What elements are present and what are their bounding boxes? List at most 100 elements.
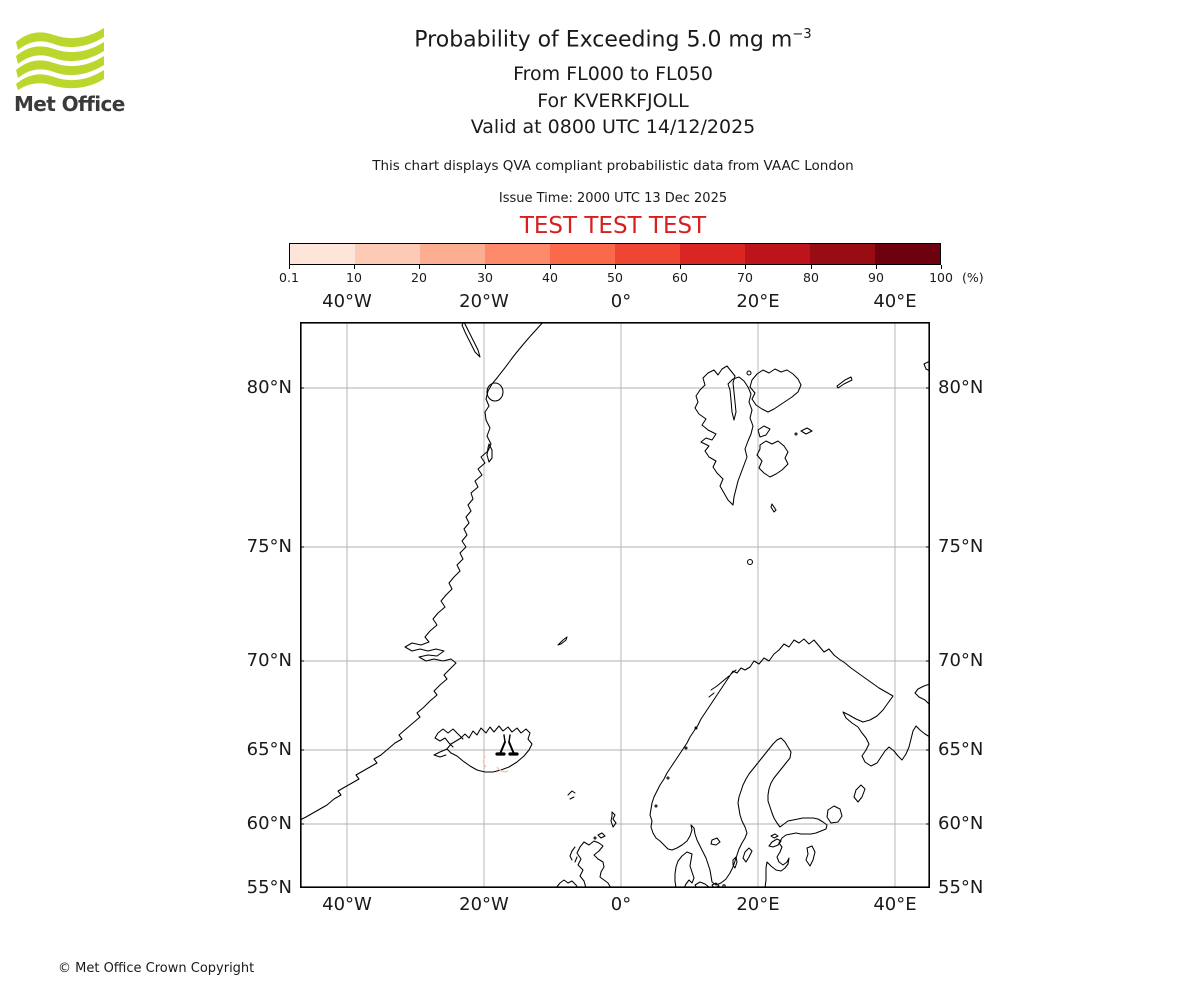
coastline-islet	[684, 746, 688, 750]
title-superscript: −3	[792, 27, 812, 42]
colorbar-unit-label: (%)	[962, 270, 984, 285]
coastline-greenland	[300, 322, 544, 821]
colorbar-segment	[355, 244, 420, 264]
coastline-islet	[593, 836, 597, 840]
coastline-edgeoya	[756, 440, 789, 478]
lat-label-left: 80°N	[246, 377, 292, 398]
copyright-notice: © Met Office Crown Copyright	[58, 961, 255, 976]
coastline-kong-karls-land	[800, 427, 813, 435]
colorbar-segment	[550, 244, 615, 264]
issue-time: Issue Time: 2000 UTC 13 Dec 2025	[498, 191, 728, 206]
coastline-scotland	[576, 840, 612, 888]
colorbar-tick-label: 40	[542, 270, 558, 285]
lat-label-right: 60°N	[938, 813, 984, 834]
lon-label-top: 20°W	[459, 291, 509, 312]
subtitle-valid-time: Valid at 0800 UTC 14/12/2025	[470, 116, 756, 138]
colorbar-tick-label: 10	[346, 270, 362, 285]
colorbar-segment	[615, 244, 680, 264]
lat-label-left: 55°N	[246, 877, 292, 898]
colorbar-tick	[289, 265, 290, 269]
map-canvas	[300, 322, 930, 888]
colorbar-tick	[354, 265, 355, 269]
lat-label-right: 70°N	[938, 650, 984, 671]
colorbar-segment	[810, 244, 875, 264]
probability-colorbar	[289, 243, 941, 265]
probability-contour	[482, 755, 509, 773]
coastline-spitsbergen	[694, 365, 754, 506]
coastline-faroes	[569, 796, 575, 800]
coastline-iceland-snaefellsnes	[433, 748, 448, 758]
coastline-islet	[794, 432, 798, 436]
lon-label-top: 20°E	[736, 291, 780, 312]
coastline-lofoten	[708, 692, 715, 698]
coastline-ireland	[555, 879, 579, 888]
lake-peipus	[805, 845, 816, 867]
lon-label-bottom: 20°W	[459, 894, 509, 915]
lake-vanern	[710, 837, 721, 846]
coastline-islet	[694, 726, 698, 730]
map-gridlines	[300, 322, 930, 888]
colorbar-tick	[876, 265, 877, 269]
coastline-hiiumaa	[770, 833, 779, 839]
coastline-vesteralen	[730, 669, 737, 675]
coastline-orkney	[597, 832, 606, 839]
coastline-hebrides	[569, 846, 576, 861]
coastline-store-koldewey	[486, 443, 493, 463]
lat-label-left: 75°N	[246, 536, 292, 557]
coastline-moffen	[746, 370, 752, 376]
qva-description: This chart displays QVA compliant probab…	[372, 158, 854, 174]
colorbar-segment	[485, 244, 550, 264]
coastline-iceland	[446, 725, 533, 773]
coastline-saaremaa	[768, 838, 782, 848]
lon-label-bottom: 20°E	[736, 894, 780, 915]
lon-label-top: 0°	[610, 291, 632, 312]
subtitle-volcano: For KVERKFJOLL	[537, 90, 689, 112]
map-edge-ticks	[300, 387, 930, 825]
lake-ladoga	[826, 805, 843, 824]
coastline-hebrides	[574, 856, 578, 863]
coastline-faroes	[567, 790, 576, 796]
colorbar-tick-label: 50	[607, 270, 623, 285]
coastline-kanin	[914, 683, 930, 707]
colorbar-segment	[680, 244, 745, 264]
lat-label-right: 75°N	[938, 536, 984, 557]
subtitle-flight-levels: From FL000 to FL050	[513, 63, 713, 85]
colorbar-segment	[420, 244, 485, 264]
coastline-gotland	[742, 847, 753, 863]
coastlines	[300, 322, 930, 888]
colorbar-tick-label: 60	[672, 270, 688, 285]
colorbar-tick	[419, 265, 420, 269]
lon-label-bottom: 0°	[610, 894, 632, 915]
colorbar-tick	[485, 265, 486, 269]
lon-label-bottom: 40°W	[322, 894, 372, 915]
coastline-oland	[732, 856, 738, 869]
colorbar-tick	[680, 265, 681, 269]
colorbar-tick-label: 30	[477, 270, 493, 285]
lake-onega	[853, 784, 866, 803]
lat-label-left: 70°N	[246, 650, 292, 671]
colorbar-tick-label: 80	[803, 270, 819, 285]
lon-label-top: 40°E	[873, 291, 917, 312]
coastline-islet	[666, 776, 670, 780]
coastline-iceland-westfjords	[434, 728, 464, 748]
coastline-lofoten	[710, 675, 730, 691]
lat-label-right: 80°N	[938, 377, 984, 398]
lat-label-left: 60°N	[246, 813, 292, 834]
coastline-franz-josef-edge	[923, 360, 930, 372]
colorbar-tick-label: 100	[929, 270, 953, 285]
colorbar-tick	[550, 265, 551, 269]
coastline-kvitoya	[836, 376, 853, 389]
coastline-greenland-island	[486, 382, 504, 402]
colorbar-segment	[875, 244, 940, 264]
map-frame	[300, 322, 930, 888]
coastline-islet	[654, 804, 658, 808]
coastline-denmark	[674, 851, 695, 888]
coastline-bjornoya	[746, 558, 754, 566]
colorbar-tick-label: 90	[868, 270, 884, 285]
coastline-greenland-sliver	[461, 322, 481, 358]
lon-label-top: 40°W	[322, 291, 372, 312]
coastline-nordaustlandet	[749, 368, 802, 413]
test-banner: TEST TEST TEST	[519, 213, 707, 239]
coastline-barentsoya	[757, 425, 771, 438]
colorbar-segment	[290, 244, 355, 264]
